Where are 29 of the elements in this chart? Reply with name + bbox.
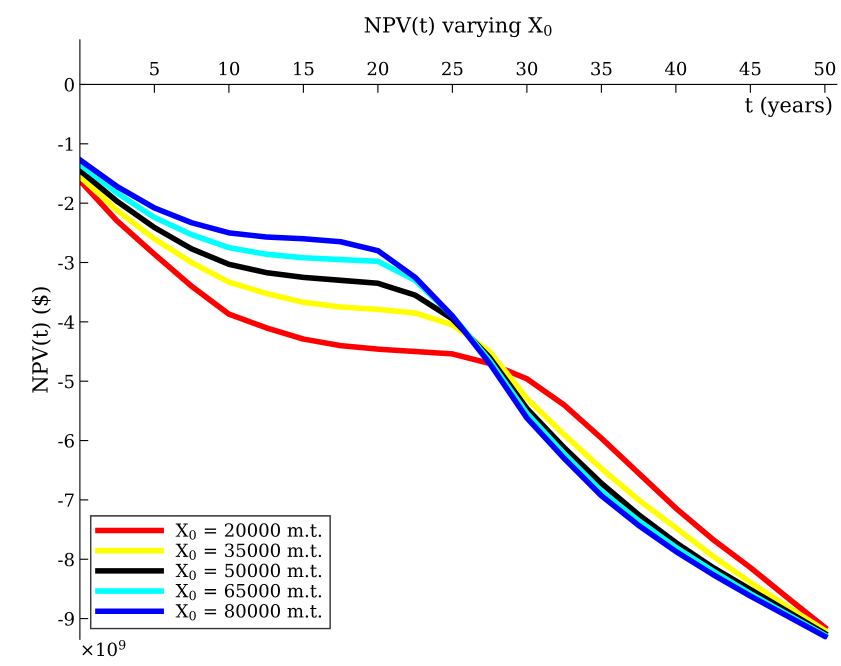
y-tick-label: 0 [64,78,74,92]
y-tick-label: -9 [58,612,74,626]
y-tick-label: -2 [58,196,74,210]
x-tick-label: 20 [368,62,388,76]
y-tick-label: -4 [58,315,74,329]
x-tick-label: 30 [516,62,538,76]
x-tick-label: 5 [150,62,159,76]
legend-label: X$_{0}$ = 20000 m.t. [176,523,322,540]
x-tick-label: 35 [591,62,612,76]
text: ×10$^{9}$ [82,640,126,656]
x-axis-title: t (years) [745,96,832,117]
y-tick-label: -8 [58,552,74,566]
y-axis-title: NPV(t) ($) [32,287,51,393]
legend-label: X$_{0}$ = 35000 m.t. [176,543,322,560]
y-tick-label: -1 [58,137,72,151]
x-tick-label: 15 [294,62,314,76]
y-tick-label: -6 [58,434,74,448]
y-tick-label: -7 [58,494,74,507]
x-tick-label: 50 [814,62,836,76]
y-tick-label: -5 [58,374,74,388]
x-tick-label: 40 [664,62,686,76]
x-tick-label: 25 [442,62,462,76]
chart-title: NPV(t) varying X$_{0}$ [364,16,552,38]
x-tick-label: 45 [739,62,760,76]
legend-label: X$_{0}$ = 80000 m.t. [176,604,322,620]
legend-label: X$_{0}$ = 65000 m.t. [176,584,322,600]
y-tick-label: -3 [58,256,74,270]
legend-label: X$_{0}$ = 50000 m.t. [176,564,322,580]
x-tick-label: 10 [220,62,240,76]
